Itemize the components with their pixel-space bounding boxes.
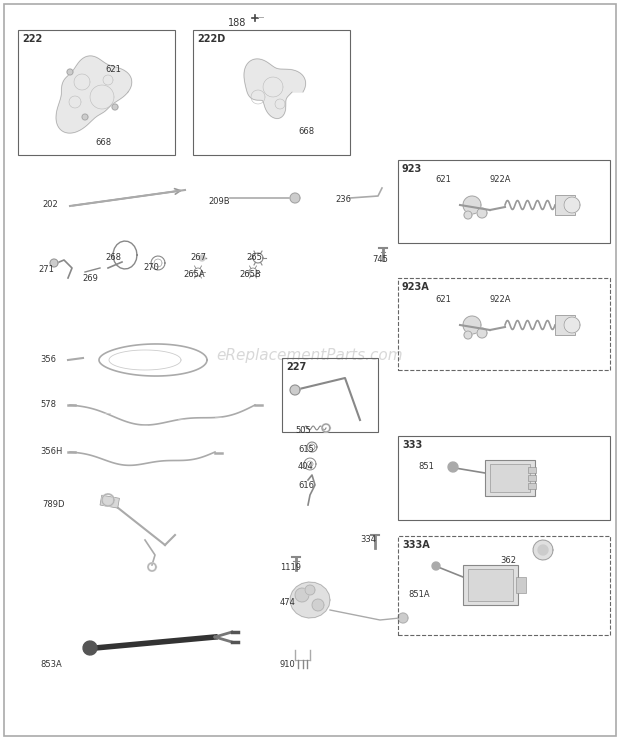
Text: 356H: 356H — [40, 447, 63, 456]
Text: 923A: 923A — [402, 282, 430, 292]
Text: 616: 616 — [298, 481, 314, 490]
Text: 922A: 922A — [490, 175, 511, 184]
Polygon shape — [533, 540, 553, 560]
Bar — [490, 464, 530, 492]
Text: 474: 474 — [280, 598, 296, 607]
Text: 333A: 333A — [402, 540, 430, 550]
Text: 188: 188 — [228, 18, 246, 28]
Polygon shape — [112, 104, 118, 110]
Text: 923: 923 — [402, 164, 422, 174]
Bar — [18, 30, 175, 155]
Text: 222: 222 — [22, 34, 42, 44]
Bar — [555, 195, 575, 215]
Text: 922A: 922A — [490, 295, 511, 304]
Polygon shape — [56, 56, 132, 133]
Polygon shape — [83, 641, 97, 655]
Polygon shape — [464, 331, 472, 339]
Polygon shape — [564, 197, 580, 213]
Text: 789D: 789D — [42, 500, 64, 509]
Text: 851: 851 — [418, 462, 434, 471]
Polygon shape — [244, 59, 306, 118]
Polygon shape — [463, 196, 481, 214]
Text: 356: 356 — [40, 355, 56, 364]
Text: 333: 333 — [402, 440, 422, 450]
Bar — [398, 436, 610, 520]
Text: 745: 745 — [372, 255, 388, 264]
Bar — [193, 30, 350, 155]
Text: 615: 615 — [298, 445, 314, 454]
Text: 853A: 853A — [40, 660, 62, 669]
Text: 227: 227 — [286, 362, 306, 372]
Text: 1119: 1119 — [280, 563, 301, 572]
Polygon shape — [463, 316, 481, 334]
Text: 578: 578 — [40, 400, 56, 409]
Polygon shape — [448, 462, 458, 472]
Text: 505: 505 — [295, 426, 311, 435]
Text: 265B: 265B — [239, 270, 261, 279]
Bar — [528, 467, 536, 473]
Polygon shape — [67, 69, 73, 75]
Text: 265A: 265A — [183, 270, 205, 279]
Bar — [398, 160, 610, 243]
Text: 222D: 222D — [197, 34, 225, 44]
Bar — [485, 460, 535, 496]
Polygon shape — [290, 582, 330, 618]
Polygon shape — [464, 211, 472, 219]
Polygon shape — [290, 385, 300, 395]
Polygon shape — [477, 208, 487, 218]
Text: 334: 334 — [360, 535, 376, 544]
Bar — [463, 565, 518, 605]
Text: 621: 621 — [435, 295, 451, 304]
Polygon shape — [564, 317, 580, 333]
Text: 668: 668 — [95, 138, 111, 147]
Polygon shape — [432, 562, 440, 570]
Text: 621: 621 — [105, 65, 121, 74]
Polygon shape — [398, 613, 408, 623]
Text: 267: 267 — [190, 253, 206, 262]
Text: 202: 202 — [42, 200, 58, 209]
Polygon shape — [305, 585, 315, 595]
Text: 621: 621 — [435, 175, 451, 184]
Text: 851A: 851A — [408, 590, 430, 599]
Polygon shape — [290, 193, 300, 203]
Bar — [282, 358, 378, 432]
Text: 362: 362 — [500, 556, 516, 565]
Text: 910: 910 — [280, 660, 296, 669]
Text: eReplacementParts.com: eReplacementParts.com — [216, 348, 404, 363]
Text: 209B: 209B — [208, 197, 229, 206]
Text: 404: 404 — [298, 462, 314, 471]
Text: 271: 271 — [38, 265, 54, 274]
Polygon shape — [312, 599, 324, 611]
Polygon shape — [295, 588, 309, 602]
Text: 265: 265 — [246, 253, 262, 262]
Text: 270: 270 — [143, 263, 159, 272]
Text: 236: 236 — [335, 195, 351, 204]
Polygon shape — [82, 114, 88, 120]
Bar — [516, 577, 526, 593]
Bar — [468, 569, 513, 601]
Bar — [555, 315, 575, 335]
Bar — [528, 483, 536, 489]
Polygon shape — [199, 255, 205, 261]
Bar — [528, 475, 536, 481]
Text: 269: 269 — [82, 274, 98, 283]
Bar — [398, 536, 610, 635]
Bar — [100, 495, 120, 508]
Bar — [398, 278, 610, 370]
Polygon shape — [477, 328, 487, 338]
Polygon shape — [538, 545, 548, 555]
Polygon shape — [50, 259, 58, 267]
Text: 268: 268 — [105, 253, 121, 262]
Text: 668: 668 — [298, 127, 314, 136]
